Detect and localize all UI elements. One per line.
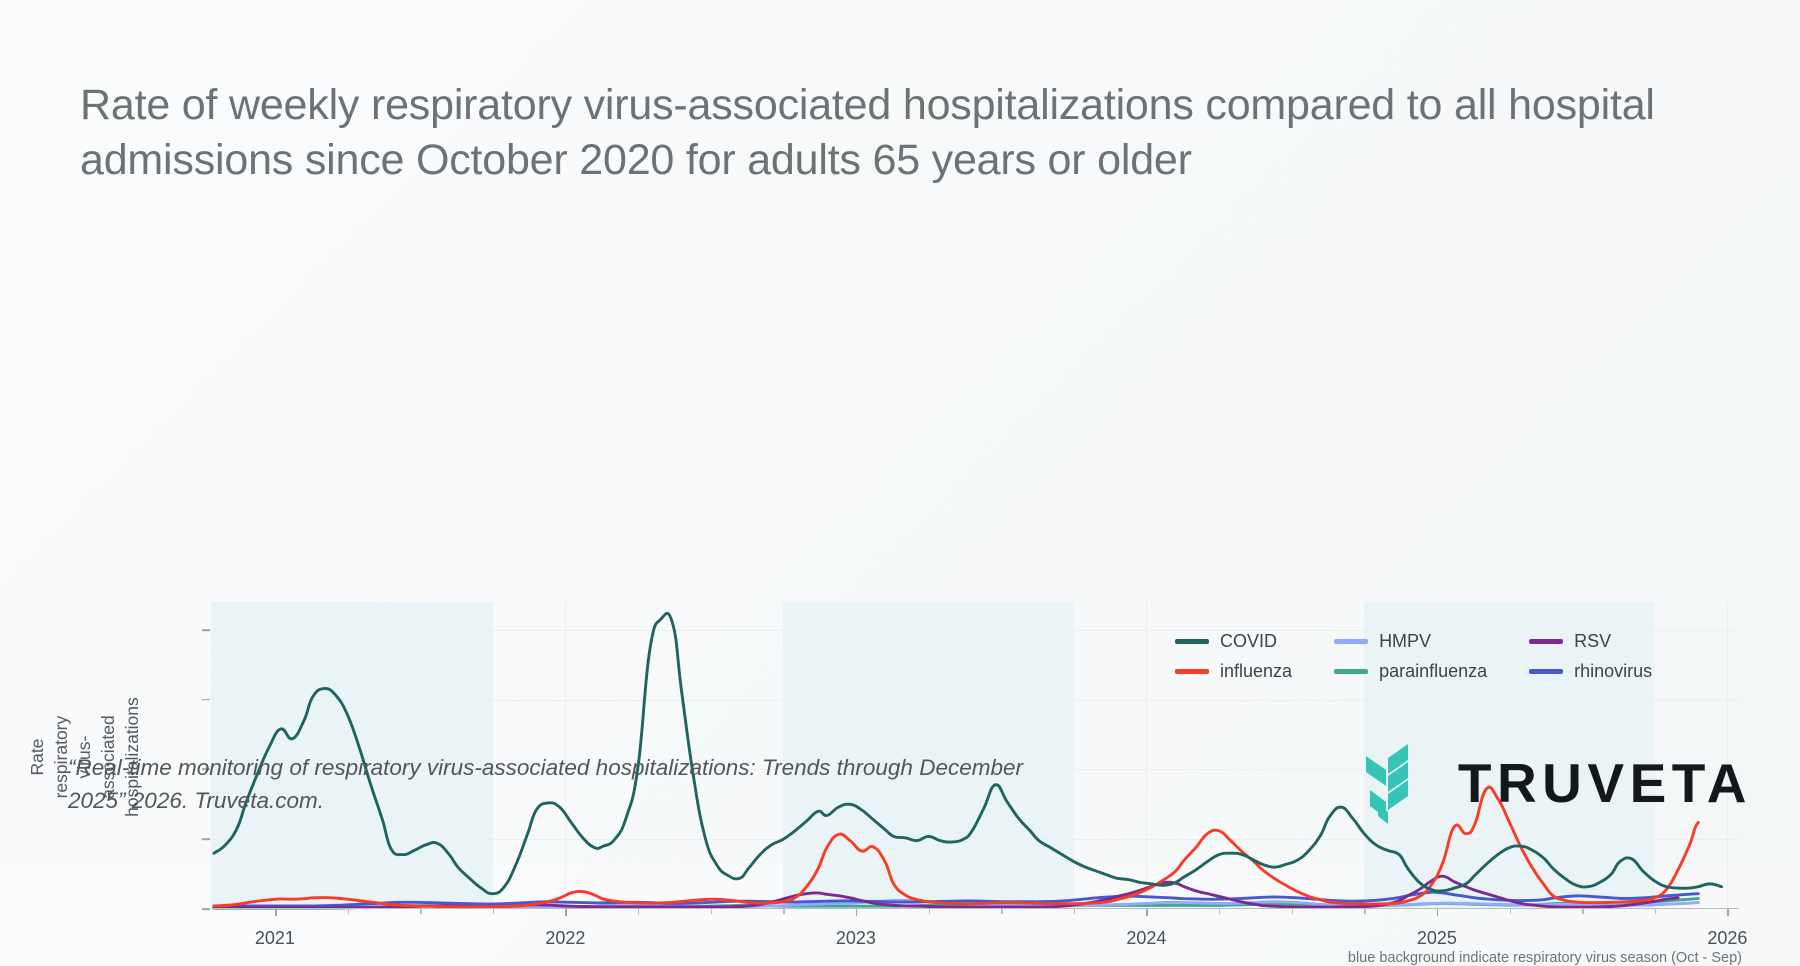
x-gridline [274,602,276,909]
x-tick-minor [928,909,930,914]
x-tick-minor [1073,909,1076,914]
x-gridline [1436,602,1438,909]
x-tick-label: 2022 [545,928,586,948]
x-tick-minor [783,909,785,914]
season-band-note: blue background indicate respiratory vir… [1347,950,1742,966]
page-title: Rate of weekly respiratory virus-associa… [80,81,1655,184]
x-tick-minor [492,909,495,914]
x-tick-label: 2026 [1707,928,1748,948]
legend-swatch-icon [1529,669,1564,674]
y-tick-mark [202,768,210,771]
x-gridline [1146,602,1148,909]
x-tick-mark [565,909,567,916]
x-tick-label: 2024 [1126,928,1167,948]
season-band [1364,602,1655,909]
x-tick-minor [1001,909,1003,914]
x-tick-minor [1509,909,1511,914]
x-gridline [1727,602,1729,909]
x-gridline [565,602,567,909]
x-tick-minor [420,909,422,914]
x-tick-mark [855,909,858,916]
x-tick-minor [1364,909,1366,914]
legend-item-influenza[interactable]: influenza [1175,661,1292,682]
source-caption: “Real-time monitoring of respiratory vir… [68,755,1023,813]
chart-page: Rate of weekly respiratory virus-associa… [0,81,1800,966]
y-tick-mark [202,838,210,841]
y-gridline [211,629,1739,631]
chart-legend: COVID HMPV RSV influenza parainfluenza rhinov… [1175,631,1652,682]
legend-item-parainfluenza[interactable]: parainfluenza [1334,661,1487,682]
truveta-leaf-mark [1365,744,1408,824]
x-tick-mark [274,909,277,916]
legend-swatch-icon [1175,669,1209,674]
legend-swatch-icon [1529,639,1564,644]
legend-item-rhinovirus[interactable]: rhinovirus [1529,661,1652,682]
truveta-logo: TRUVETA [1364,742,1752,824]
legend-label: rhinovirus [1574,661,1653,681]
x-tick-minor [638,909,640,914]
chart-container: Rate respiratory virus-associated hospit… [0,290,1800,966]
legend-swatch-icon [1175,639,1209,644]
x-tick-minor [710,909,713,914]
x-gridline [855,602,857,909]
legend-swatch-icon [1334,669,1369,674]
y-gridline [211,769,1739,771]
legend-item-rsv[interactable]: RSV [1529,631,1652,652]
legend-label: RSV [1574,631,1612,651]
legend-label: HMPV [1379,631,1432,651]
x-tick-mark [1436,909,1439,916]
y-gridline [211,839,1739,841]
x-tick-minor [1291,909,1294,914]
x-tick-minor [347,909,349,914]
y-tick-mark [202,908,210,910]
y-gridline [211,699,1739,701]
legend-label: COVID [1220,631,1278,651]
legend-label: parainfluenza [1379,661,1488,681]
x-tick-label: 2025 [1416,928,1457,948]
x-tick-mark [1146,909,1148,916]
x-tick-label: 2021 [254,928,295,948]
x-tick-mark [1727,909,1729,916]
legend-item-hmpv[interactable]: HMPV [1334,631,1487,652]
legend-label: influenza [1220,661,1293,681]
x-tick-minor [1654,909,1657,914]
x-tick-minor [1582,909,1584,914]
legend-swatch-icon [1334,639,1369,644]
truveta-wordmark: TRUVETA [1457,751,1752,814]
season-band [211,602,493,909]
season-band [783,602,1074,909]
legend-item-covid[interactable]: COVID [1175,631,1292,652]
y-tick-mark [202,698,210,701]
x-tick-label: 2023 [835,928,876,948]
x-tick-minor [1219,909,1221,914]
y-tick-mark [202,629,210,631]
